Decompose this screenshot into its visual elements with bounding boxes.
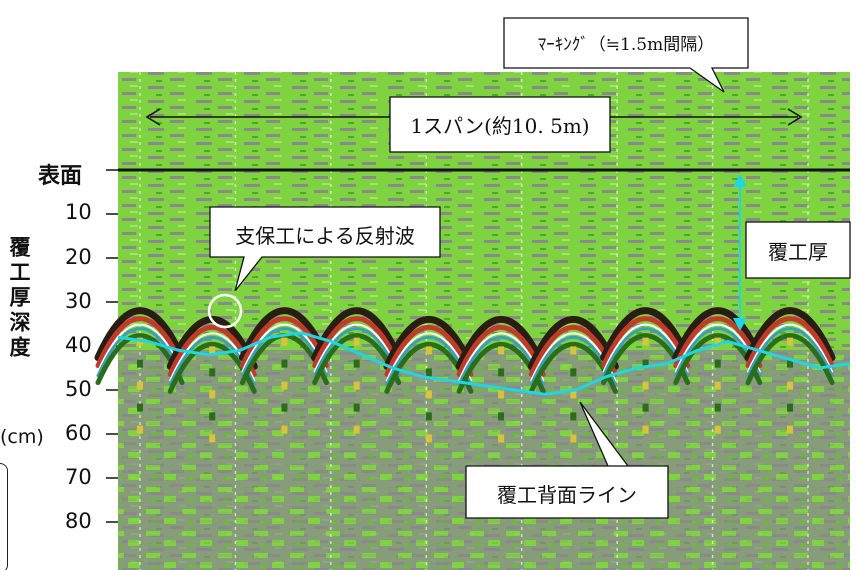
lining-thickness-arrow (733, 174, 747, 331)
reflection-tail-dot (281, 381, 288, 390)
reflection-tail-dot (787, 403, 793, 412)
reflection-tail-dot (714, 359, 721, 368)
reflection-tail-dot (714, 425, 721, 434)
reflection-band (672, 307, 764, 362)
reflection-tail-dot (570, 368, 577, 377)
y-tick-label: 80 (65, 509, 92, 533)
reflection-tail-dot (714, 337, 721, 346)
reflection-band (383, 316, 475, 370)
marking-callout (503, 17, 749, 93)
reflection-band (94, 307, 186, 362)
reflection-tail-dot (425, 390, 432, 399)
reflection-band (97, 323, 183, 373)
y-axis-label: 覆工厚深度 (7, 236, 31, 361)
y-axis-unit: (cm) (0, 426, 44, 448)
reflection-tail-dot (787, 381, 793, 390)
reflection-tail-dot (642, 403, 649, 412)
deep-noise-region (118, 350, 850, 570)
reflection-band (746, 327, 834, 378)
y-tick-label: 60 (65, 421, 92, 445)
support-reflection (744, 307, 836, 434)
side-bracket (0, 463, 8, 570)
marking-callout-text: ﾏｰｷﾝｸﾞ（≒1.5m間隔） (537, 35, 715, 55)
reflection-tail-dot (498, 368, 505, 377)
reflection-tail-dot (209, 434, 216, 443)
reflection-tail-dot (209, 346, 216, 355)
support-reflection-callout (209, 206, 441, 292)
reflection-tail-dot (353, 425, 360, 434)
y-tick-label: 20 (65, 245, 92, 269)
y-tick-label: 10 (65, 200, 92, 224)
reflection-tail-dot (281, 403, 288, 412)
reflection-tail-dot (642, 381, 649, 390)
reflection-tail-dot (642, 425, 649, 434)
reflection-band (312, 316, 402, 369)
y-tick-label: 40 (65, 333, 92, 357)
reflection-tail-dot (498, 434, 505, 443)
reflection-tail-dot (209, 412, 216, 421)
reflection-tail-dot (281, 359, 288, 368)
reflection-tail-dot (787, 359, 793, 368)
reflection-band (745, 333, 835, 386)
span-label-box (389, 96, 611, 153)
back-line-callout (465, 401, 669, 519)
reflection-tail-dot (498, 412, 505, 421)
reflection-band (313, 323, 400, 373)
reflection-tail-dot (137, 359, 143, 368)
reflection-highlight-circle (207, 293, 243, 329)
y-tick-label: 30 (65, 289, 92, 313)
reflection-band (95, 316, 185, 369)
reflection-tail-dot (425, 412, 432, 421)
reflection-band (600, 307, 692, 362)
reflection-tail-dot (570, 346, 577, 355)
reflection-tail-dot (498, 346, 505, 355)
reflection-band (745, 316, 835, 369)
lining-thickness-text: 覆工厚 (768, 240, 828, 264)
reflection-tail-dot (714, 403, 721, 412)
reflection-tail-dot (570, 412, 577, 421)
y-tick-label: 70 (65, 465, 92, 489)
reflection-tail-dot (642, 359, 649, 368)
reflection-tail-dot (787, 337, 793, 346)
reflection-tail-dot (353, 403, 360, 412)
reflection-tail-dot (570, 434, 577, 443)
reflection-tail-dot (209, 390, 216, 399)
reflection-tail-dot (787, 425, 793, 434)
reflection-tail-dot (570, 390, 577, 399)
reflection-tail-dot (281, 337, 288, 346)
reflection-tail-dot (353, 337, 360, 346)
surface-label: 表面 (38, 164, 83, 189)
reflection-tail-dot (353, 359, 360, 368)
reflection-tail-dot (714, 381, 721, 390)
reflection-tail-dot (642, 337, 649, 346)
back-line-text: 覆工背面ライン (497, 483, 637, 507)
reflection-tail-dot (137, 403, 143, 412)
reflection-tail-dot (281, 425, 288, 434)
reflection-band (455, 316, 547, 370)
span-label-text: 1スパン(約10. 5m) (410, 114, 590, 138)
reflection-tail-dot (353, 381, 360, 390)
lining-back-line (117, 331, 851, 396)
reflection-band (747, 323, 833, 373)
reflection-band (744, 307, 836, 362)
reflection-tail-dot (425, 434, 432, 443)
reflection-tail-dot (425, 368, 432, 377)
support-reflection-text: 支保工による反射波 (235, 224, 415, 248)
reflection-tail-dot (498, 390, 505, 399)
reflection-tail-dot (425, 346, 432, 355)
reflection-tail-dot (137, 425, 143, 434)
lining-thickness-box (745, 221, 851, 279)
reflection-tail-dot (209, 368, 216, 377)
y-tick-label: 50 (65, 377, 92, 401)
reflection-tail-dot (137, 381, 143, 390)
